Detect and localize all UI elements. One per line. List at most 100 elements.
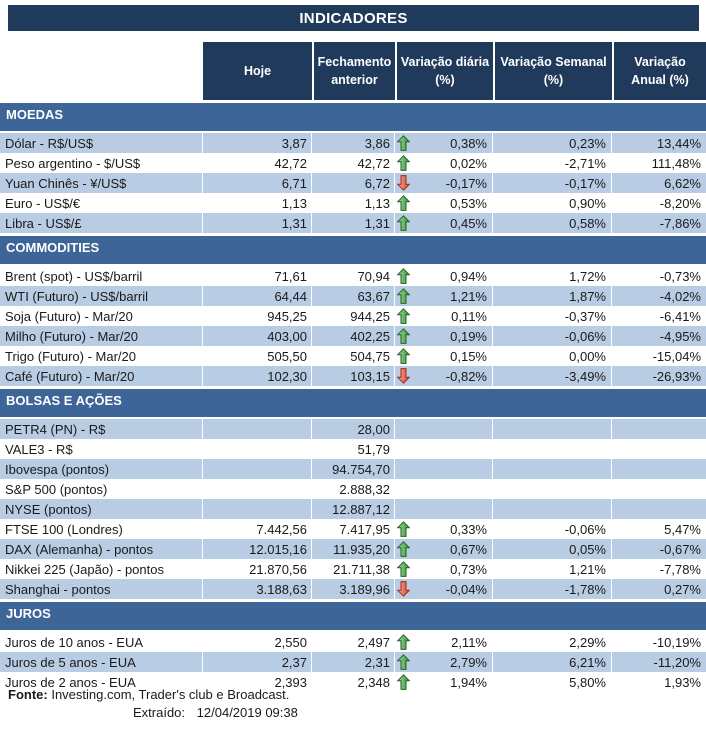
cell-variacao-semanal: -1,78%	[493, 579, 612, 599]
cell-variacao-semanal	[493, 479, 612, 499]
cell-variacao-diaria: 0,94%	[395, 266, 493, 286]
cell-variacao-anual	[612, 499, 706, 519]
up-arrow-icon	[397, 155, 410, 171]
column-header-5: Variação Anual (%)	[612, 42, 706, 100]
cell-fechamento-anterior: 42,72	[312, 153, 395, 173]
cell-fechamento-anterior: 7.417,95	[312, 519, 395, 539]
cell-hoje: 71,61	[203, 266, 312, 286]
indicators-table: MOEDAS Dólar - R$/US$ 3,87 3,86 0,38% 0,23% 13…	[0, 103, 706, 692]
up-arrow-icon	[397, 541, 410, 557]
cell-label: S&P 500 (pontos)	[0, 479, 203, 499]
cell-fechamento-anterior: 2,31	[312, 652, 395, 672]
cell-label: Café (Futuro) - Mar/20	[0, 366, 203, 386]
cell-hoje: 3,87	[203, 133, 312, 153]
cell-variacao-diaria: 0,19%	[395, 326, 493, 346]
cell-variacao-semanal	[493, 499, 612, 519]
cell-fechamento-anterior: 2,497	[312, 632, 395, 652]
extraction-label: Extraído:	[133, 705, 186, 720]
table-row: VALE3 - R$ 51,79	[0, 439, 706, 459]
cell-variacao-semanal	[493, 459, 612, 479]
cell-label: Trigo (Futuro) - Mar/20	[0, 346, 203, 366]
cell-variacao-diaria: 0,02%	[395, 153, 493, 173]
cell-variacao-anual: 111,48%	[651, 155, 701, 171]
cell-hoje	[203, 479, 312, 499]
cell-hoje: 21.870,56	[203, 559, 312, 579]
cell-hoje: 1,31	[203, 213, 312, 233]
cell-fechamento-anterior: 94.754,70	[312, 459, 395, 479]
cell-label: Brent (spot) - US$/barril	[0, 266, 203, 286]
cell-variacao-semanal: 1,21%	[493, 559, 612, 579]
down-arrow-icon	[397, 175, 410, 191]
cell-fechamento-anterior: 103,15	[312, 366, 395, 386]
cell-variacao-semanal: 0,90%	[493, 193, 612, 213]
cell-fechamento-anterior: 944,25	[312, 306, 395, 326]
table-row: Peso argentino - $/US$ 42,72 42,72 0,02% -2,…	[0, 153, 706, 173]
cell-variacao-semanal: 2,29%	[493, 632, 612, 652]
cell-fechamento-anterior: 11.935,20	[312, 539, 395, 559]
cell-variacao-diaria: 0,45%	[395, 213, 493, 233]
cell-fechamento-anterior: 504,75	[312, 346, 395, 366]
cell-hoje: 505,50	[203, 346, 312, 366]
table-row: Dólar - R$/US$ 3,87 3,86 0,38% 0,23% 13,44%	[0, 133, 706, 153]
cell-variacao-anual: 1,93%	[664, 674, 701, 690]
cell-label: Shanghai - pontos	[0, 579, 203, 599]
cell-variacao-diaria	[395, 479, 493, 499]
table-header-row: Hoje Fechamento anterior Variação diária (%)…	[0, 42, 706, 100]
cell-fechamento-anterior: 63,67	[312, 286, 395, 306]
cell-label: Ibovespa (pontos)	[0, 459, 203, 479]
up-arrow-icon	[397, 521, 410, 537]
table-row: Yuan Chinês - ¥/US$ 6,71 6,72 -0,17% -0,17% 6…	[0, 173, 706, 193]
cell-fechamento-anterior: 402,25	[312, 326, 395, 346]
cell-variacao-semanal: -0,17%	[493, 173, 612, 193]
cell-variacao-anual: -8,20%	[659, 195, 701, 211]
cell-fechamento-anterior: 21.711,38	[312, 559, 395, 579]
cell-variacao-anual: -26,93%	[612, 366, 706, 386]
up-arrow-icon	[397, 348, 410, 364]
section-header-3: JUROS	[0, 602, 706, 630]
section-header-0: MOEDAS	[0, 103, 706, 131]
cell-variacao-anual: 0,27%	[612, 579, 706, 599]
cell-hoje: 1,13	[203, 193, 312, 213]
cell-label: Dólar - R$/US$	[0, 133, 203, 153]
up-arrow-icon	[397, 268, 410, 284]
cell-label: Peso argentino - $/US$	[0, 153, 203, 173]
table-row: WTI (Futuro) - US$/barril 64,44 63,67 1,21%…	[0, 286, 706, 306]
cell-variacao-diaria	[395, 419, 493, 439]
cell-variacao-anual	[612, 479, 706, 499]
column-header-3: Variação diária (%)	[395, 42, 493, 100]
cell-hoje: 64,44	[203, 286, 312, 306]
cell-hoje: 945,25	[203, 306, 312, 326]
cell-label: Juros de 10 anos - EUA	[0, 632, 203, 652]
cell-variacao-semanal: 0,23%	[493, 133, 612, 153]
cell-hoje: 2,550	[203, 632, 312, 652]
cell-variacao-semanal: 1,87%	[493, 286, 612, 306]
cell-fechamento-anterior: 51,79	[312, 439, 395, 459]
cell-variacao-anual: 5,47%	[664, 521, 701, 537]
cell-variacao-anual: -7,86%	[612, 213, 706, 233]
extraction-timestamp: 12/04/2019 09:38	[196, 705, 298, 720]
cell-variacao-semanal	[493, 419, 612, 439]
up-arrow-icon	[397, 308, 410, 324]
cell-variacao-anual: -10,19%	[652, 634, 701, 650]
up-arrow-icon	[397, 634, 410, 650]
cell-hoje	[203, 459, 312, 479]
cell-variacao-diaria: -0,17%	[395, 173, 493, 193]
section-header-2: BOLSAS E AÇÕES	[0, 389, 706, 417]
cell-variacao-diaria: 0,38%	[395, 133, 493, 153]
cell-variacao-semanal: -3,49%	[493, 366, 612, 386]
up-arrow-icon	[397, 561, 410, 577]
table-row: Nikkei 225 (Japão) - pontos 21.870,56 21.7…	[0, 559, 706, 579]
cell-fechamento-anterior: 3.189,96	[312, 579, 395, 599]
up-arrow-icon	[397, 135, 410, 151]
cell-variacao-diaria: -0,04%	[395, 579, 493, 599]
cell-variacao-anual: -0,73%	[659, 268, 701, 284]
table-row: Brent (spot) - US$/barril 71,61 70,94 0,94%…	[0, 266, 706, 286]
cell-hoje: 102,30	[203, 366, 312, 386]
cell-label: Yuan Chinês - ¥/US$	[0, 173, 203, 193]
up-arrow-icon	[397, 195, 410, 211]
cell-variacao-diaria: 1,21%	[395, 286, 493, 306]
cell-variacao-anual: 6,62%	[612, 173, 706, 193]
cell-variacao-anual: 13,44%	[612, 133, 706, 153]
cell-variacao-anual: -7,78%	[659, 561, 701, 577]
cell-variacao-semanal: -0,37%	[493, 306, 612, 326]
